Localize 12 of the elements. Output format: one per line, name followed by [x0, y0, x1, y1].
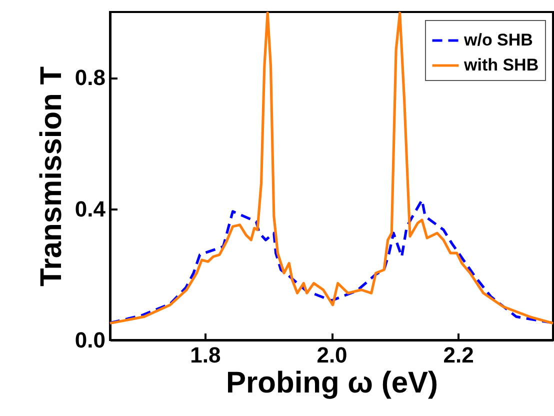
- line-series: [108, 12, 554, 325]
- y-tick-label: 0.8: [74, 65, 106, 90]
- x-tick-label: 2.2: [443, 342, 474, 368]
- legend-label: w/o SHB: [463, 30, 533, 50]
- x-tick-label: 1.8: [190, 342, 221, 368]
- y-tick-label: 0.4: [74, 196, 106, 222]
- x-axis-title: Probing ω (eV): [226, 366, 438, 400]
- x-tick-label: 2.0: [316, 342, 348, 368]
- y-tick-label: 0.0: [74, 328, 106, 352]
- line-series: [108, 198, 554, 324]
- legend-label: with SHB: [463, 56, 539, 74]
- y-axis-title: Transmission T: [34, 66, 68, 287]
